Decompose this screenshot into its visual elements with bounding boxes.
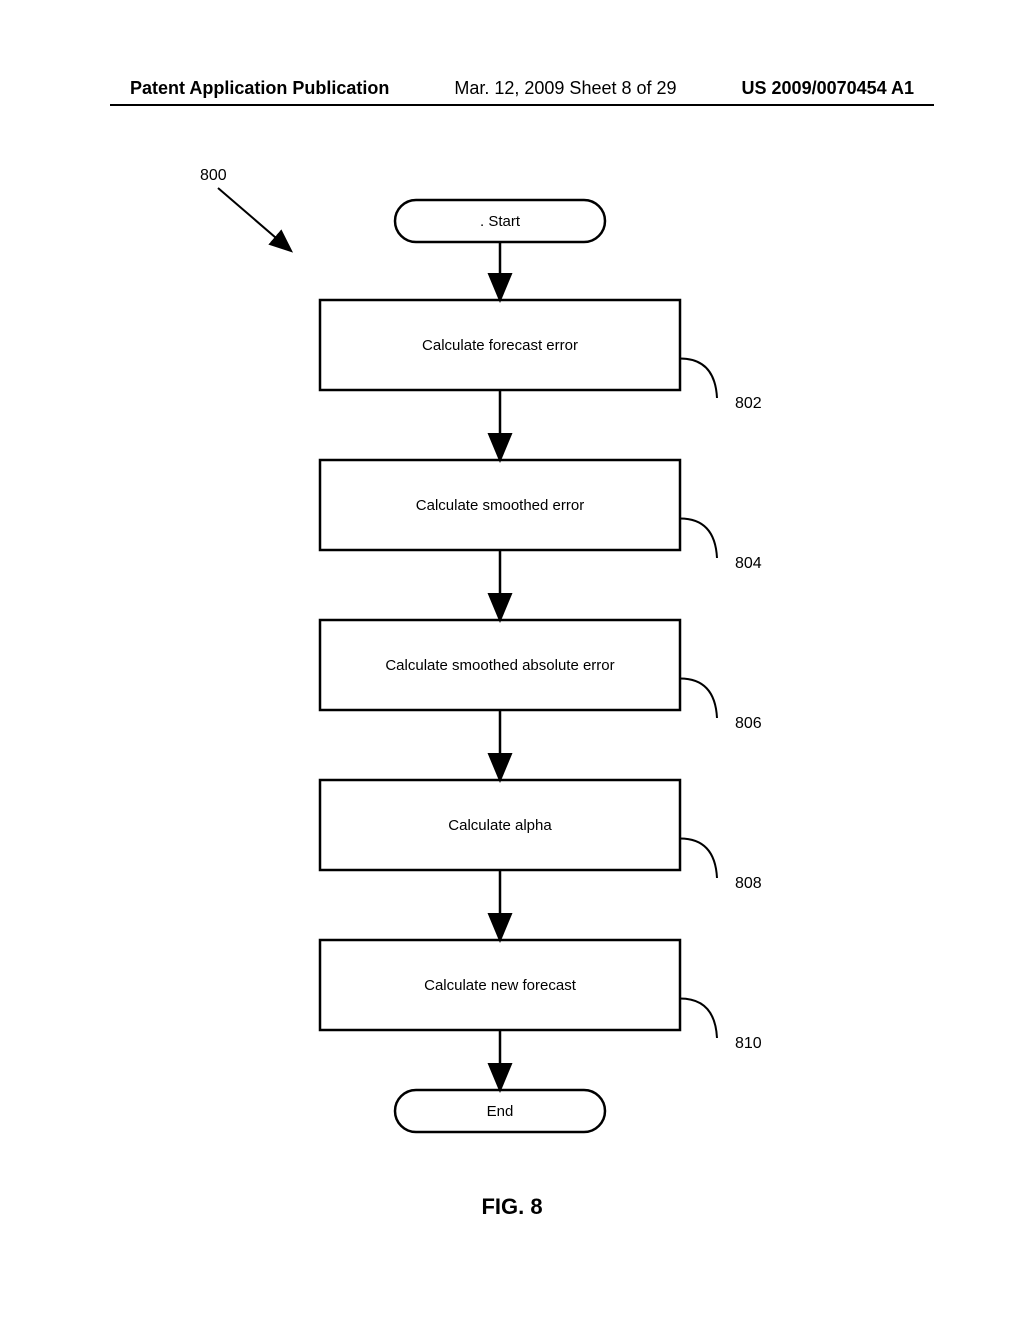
diagram-ref-pointer: [218, 188, 290, 250]
flowchart: 800 . Start Calculate forecast error 802 Cal…: [0, 130, 1024, 1190]
ref-number-808: 808: [735, 875, 762, 892]
diagram-ref-label: 800: [200, 167, 227, 184]
ref-leader-806: [680, 679, 717, 719]
process-label-n5: Calculate new forecast: [424, 977, 577, 994]
process-label-n4: Calculate alpha: [448, 817, 552, 834]
figure-label: FIG. 8: [0, 1194, 1024, 1220]
ref-leader-810: [680, 999, 717, 1039]
process-label-n2: Calculate smoothed error: [416, 497, 584, 514]
terminator-label-end: End: [487, 1103, 514, 1120]
header-publication: Patent Application Publication: [130, 78, 389, 99]
header-rule: [110, 104, 934, 106]
header-pub-number: US 2009/0070454 A1: [742, 78, 914, 99]
terminator-label-start: . Start: [480, 213, 521, 230]
header-date-sheet: Mar. 12, 2009 Sheet 8 of 29: [454, 78, 676, 99]
ref-number-804: 804: [735, 555, 762, 572]
ref-number-810: 810: [735, 1035, 762, 1052]
process-label-n1: Calculate forecast error: [422, 337, 578, 354]
page-header: Patent Application Publication Mar. 12, …: [0, 78, 1024, 99]
ref-leader-804: [680, 519, 717, 559]
ref-number-806: 806: [735, 715, 762, 732]
ref-number-802: 802: [735, 395, 762, 412]
ref-leader-802: [680, 359, 717, 399]
ref-leader-808: [680, 839, 717, 879]
process-label-n3: Calculate smoothed absolute error: [385, 657, 614, 674]
